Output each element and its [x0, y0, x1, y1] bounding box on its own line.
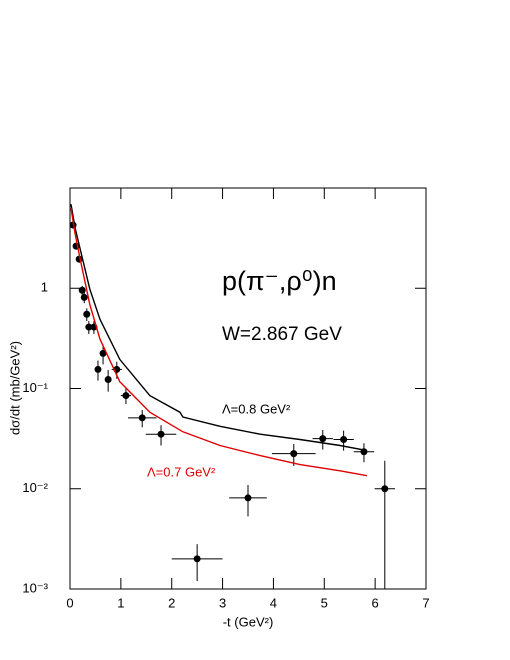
data-point [381, 485, 389, 493]
x-axis-label: -t (GeV²) [223, 614, 274, 629]
data-point [340, 435, 348, 443]
y-tick-label: 10⁻³ [22, 580, 48, 595]
data-point [99, 349, 107, 357]
model-curve [70, 207, 368, 477]
data-point [244, 494, 252, 502]
y-tick-label: 10⁻¹ [22, 380, 48, 395]
data-point [83, 310, 91, 318]
plot-frame [69, 187, 427, 590]
x-tick-label: 0 [66, 595, 73, 610]
y-tick-label: 1 [41, 280, 48, 295]
curve-label: Λ=0.8 GeV² [222, 401, 291, 416]
x-tick-label: 7 [422, 595, 429, 610]
x-tick-label: 6 [372, 595, 379, 610]
curve-label: Λ=0.7 GeV² [147, 464, 216, 479]
data-point [193, 555, 201, 563]
data-point [104, 375, 112, 383]
x-tick-label: 5 [321, 595, 328, 610]
model-curve [70, 204, 368, 452]
data-point [319, 435, 327, 443]
chart-subtitle: W=2.867 GeV [222, 324, 342, 345]
y-tick-label: 10⁻² [22, 480, 48, 495]
data-point [122, 392, 130, 400]
data-point [138, 414, 146, 422]
y-axis-label: dσ/dt (mb/GeV²) [7, 341, 22, 435]
data-point [157, 430, 165, 438]
x-tick-label: 4 [270, 595, 277, 610]
chart-title: p(π⁻,ρ⁰)n [222, 266, 337, 296]
data-point [78, 286, 86, 294]
data-point [85, 323, 93, 331]
x-tick-label: 1 [117, 595, 124, 610]
data-point [290, 450, 298, 458]
data-point [80, 293, 88, 301]
x-tick-label: 2 [168, 595, 175, 610]
x-tick-label: 3 [219, 595, 226, 610]
data-point [94, 365, 102, 373]
